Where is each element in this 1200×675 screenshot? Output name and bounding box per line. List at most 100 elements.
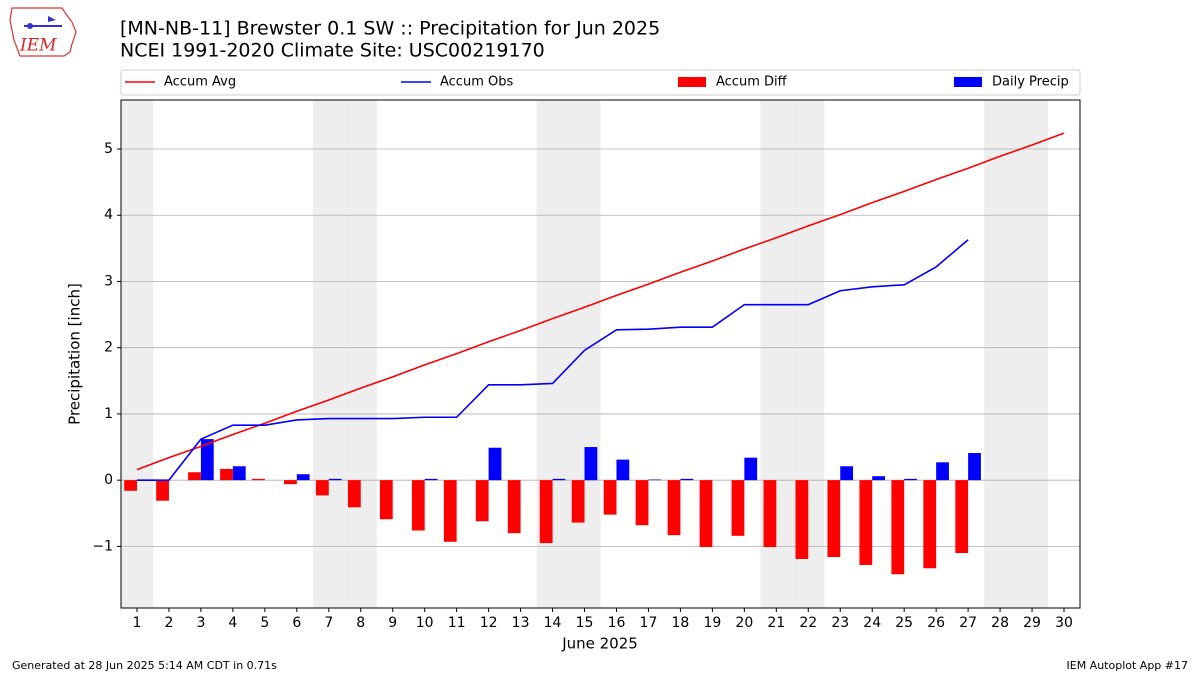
bar xyxy=(328,478,342,481)
bar xyxy=(220,468,233,481)
y-axis-label: Precipitation [inch] xyxy=(66,283,84,425)
bar xyxy=(443,480,457,542)
legend-swatch xyxy=(954,77,982,87)
logo-text: IEM xyxy=(19,36,57,56)
bar xyxy=(680,478,694,481)
bar xyxy=(252,478,265,481)
bar xyxy=(731,480,745,536)
x-tick-label: 16 xyxy=(608,615,626,631)
y-tick-label: 5 xyxy=(104,141,113,157)
line xyxy=(136,132,1065,471)
x-tick-label: 5 xyxy=(260,615,269,631)
bar xyxy=(379,480,393,520)
bar xyxy=(699,480,713,548)
x-tick-label: 25 xyxy=(895,615,913,631)
legend-label: Accum Avg xyxy=(164,75,236,90)
bar xyxy=(936,462,949,481)
bar xyxy=(507,480,521,534)
x-tick-label: 6 xyxy=(292,615,301,631)
bar xyxy=(424,478,438,481)
x-tick-label: 21 xyxy=(767,615,785,631)
x-tick-label: 8 xyxy=(356,615,365,631)
bar xyxy=(872,476,886,481)
bar xyxy=(859,480,873,565)
x-tick-label: 22 xyxy=(799,615,817,631)
logo: IEM xyxy=(9,7,77,57)
bar xyxy=(552,478,566,481)
bar xyxy=(891,480,905,575)
y-tick-label: 0 xyxy=(104,472,113,488)
x-tick-label: 1 xyxy=(133,615,142,631)
x-tick-label: 15 xyxy=(576,615,594,631)
x-tick-label: 30 xyxy=(1055,615,1073,631)
bar xyxy=(648,479,662,481)
weekend-shade xyxy=(121,100,153,608)
bar xyxy=(571,480,585,523)
y-tick-label: 2 xyxy=(104,340,113,356)
bar xyxy=(156,480,169,501)
x-tick-label: 14 xyxy=(544,615,562,631)
weekend-shade xyxy=(568,100,601,608)
x-tick-label: 27 xyxy=(959,615,977,631)
x-tick-label: 13 xyxy=(512,615,530,631)
bar xyxy=(488,447,502,481)
bar xyxy=(232,466,246,481)
x-tick-label: 19 xyxy=(703,615,721,631)
x-tick-label: 29 xyxy=(1023,615,1041,631)
weekend-shade xyxy=(312,100,345,608)
bar xyxy=(923,480,937,569)
bar xyxy=(475,480,489,522)
bar xyxy=(616,459,630,481)
x-tick-label: 24 xyxy=(863,615,881,631)
bar xyxy=(827,480,841,558)
weekend-shade xyxy=(344,100,377,608)
x-tick-label: 17 xyxy=(640,615,658,631)
legend-label: Accum Obs xyxy=(440,75,513,90)
bar xyxy=(667,480,681,536)
legend-label: Accum Diff xyxy=(716,75,788,90)
bar xyxy=(188,472,201,481)
y-tick-label: −1 xyxy=(92,538,113,554)
chart-title: [MN-NB-11] Brewster 0.1 SW :: Precipitat… xyxy=(120,18,660,40)
plot-frame xyxy=(120,99,1081,609)
x-tick-label: 11 xyxy=(448,615,466,631)
bar xyxy=(840,466,854,481)
line xyxy=(136,239,969,481)
x-tick-label: 20 xyxy=(735,615,753,631)
bar xyxy=(411,480,425,531)
x-tick-label: 26 xyxy=(927,615,945,631)
footer-right: IEM Autoplot App #17 xyxy=(1067,659,1189,672)
chart-subtitle: NCEI 1991-2020 Climate Site: USC00219170 xyxy=(120,40,545,62)
bar xyxy=(539,480,553,544)
x-tick-label: 28 xyxy=(991,615,1009,631)
weekend-shade xyxy=(984,100,1017,608)
bar xyxy=(603,480,617,515)
y-tick-label: 4 xyxy=(104,207,113,223)
bar xyxy=(284,480,297,485)
bar xyxy=(296,474,310,481)
x-tick-label: 4 xyxy=(228,615,237,631)
bar xyxy=(955,480,969,554)
x-tick-label: 3 xyxy=(196,615,205,631)
legend-box xyxy=(120,69,1081,96)
legend-swatch xyxy=(678,77,706,87)
x-tick-label: 7 xyxy=(324,615,333,631)
y-tick-label: 3 xyxy=(104,273,113,289)
bar xyxy=(347,480,361,508)
bar xyxy=(763,480,777,548)
bar xyxy=(744,457,758,481)
x-tick-label: 12 xyxy=(480,615,498,631)
y-tick-label: 1 xyxy=(104,406,113,422)
x-tick-label: 18 xyxy=(672,615,690,631)
legend-label: Daily Precip xyxy=(992,75,1069,90)
x-tick-label: 9 xyxy=(388,615,397,631)
x-tick-label: 10 xyxy=(416,615,434,631)
x-tick-label: 23 xyxy=(831,615,849,631)
bar xyxy=(635,480,649,526)
x-tick-label: 2 xyxy=(164,615,173,631)
bar xyxy=(968,453,981,481)
bar xyxy=(795,480,809,559)
bar xyxy=(584,447,598,481)
footer-left: Generated at 28 Jun 2025 5:14 AM CDT in … xyxy=(12,659,277,672)
